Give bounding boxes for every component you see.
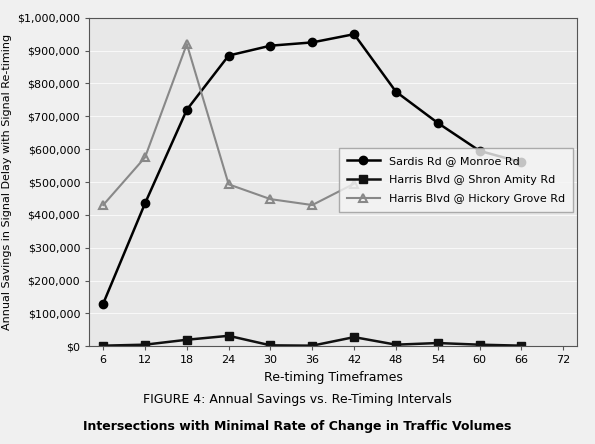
Sardis Rd @ Monroe Rd <box>518 160 525 165</box>
Line: Harris Blvd @ Hickory Grove Rd: Harris Blvd @ Hickory Grove Rd <box>99 40 358 209</box>
Harris Blvd @ Hickory Grove Rd <box>225 182 232 187</box>
Harris Blvd @ Hickory Grove Rd <box>267 196 274 202</box>
Text: FIGURE 4: Annual Savings vs. Re-Timing Intervals: FIGURE 4: Annual Savings vs. Re-Timing I… <box>143 393 452 406</box>
Harris Blvd @ Shron Amity Rd <box>350 334 358 340</box>
Sardis Rd @ Monroe Rd <box>434 120 441 126</box>
X-axis label: Re-timing Timeframes: Re-timing Timeframes <box>264 371 403 384</box>
Sardis Rd @ Monroe Rd <box>183 107 190 112</box>
Sardis Rd @ Monroe Rd <box>267 43 274 48</box>
Harris Blvd @ Shron Amity Rd <box>183 337 190 342</box>
Harris Blvd @ Shron Amity Rd <box>476 342 483 347</box>
Sardis Rd @ Monroe Rd <box>350 32 358 37</box>
Legend: Sardis Rd @ Monroe Rd, Harris Blvd @ Shron Amity Rd, Harris Blvd @ Hickory Grove: Sardis Rd @ Monroe Rd, Harris Blvd @ Shr… <box>339 148 572 211</box>
Sardis Rd @ Monroe Rd <box>225 53 232 58</box>
Harris Blvd @ Shron Amity Rd <box>434 341 441 346</box>
Sardis Rd @ Monroe Rd <box>476 148 483 154</box>
Harris Blvd @ Shron Amity Rd <box>518 343 525 349</box>
Harris Blvd @ Hickory Grove Rd <box>350 181 358 186</box>
Text: Intersections with Minimal Rate of Change in Traffic Volumes: Intersections with Minimal Rate of Chang… <box>83 420 512 432</box>
Harris Blvd @ Hickory Grove Rd <box>142 155 149 160</box>
Harris Blvd @ Shron Amity Rd <box>392 342 399 347</box>
Harris Blvd @ Hickory Grove Rd <box>309 202 316 208</box>
Harris Blvd @ Shron Amity Rd <box>142 342 149 347</box>
Harris Blvd @ Shron Amity Rd <box>309 343 316 349</box>
Harris Blvd @ Hickory Grove Rd <box>99 202 107 208</box>
Sardis Rd @ Monroe Rd <box>99 301 107 306</box>
Sardis Rd @ Monroe Rd <box>309 40 316 45</box>
Sardis Rd @ Monroe Rd <box>392 89 399 95</box>
Line: Sardis Rd @ Monroe Rd: Sardis Rd @ Monroe Rd <box>99 30 525 308</box>
Harris Blvd @ Shron Amity Rd <box>225 333 232 338</box>
Harris Blvd @ Shron Amity Rd <box>267 343 274 348</box>
Harris Blvd @ Hickory Grove Rd <box>183 41 190 47</box>
Sardis Rd @ Monroe Rd <box>142 201 149 206</box>
Harris Blvd @ Shron Amity Rd <box>99 343 107 349</box>
Line: Harris Blvd @ Shron Amity Rd: Harris Blvd @ Shron Amity Rd <box>99 332 525 350</box>
Y-axis label: Annual Savings in Signal Delay with Signal Re-timing: Annual Savings in Signal Delay with Sign… <box>2 34 12 330</box>
